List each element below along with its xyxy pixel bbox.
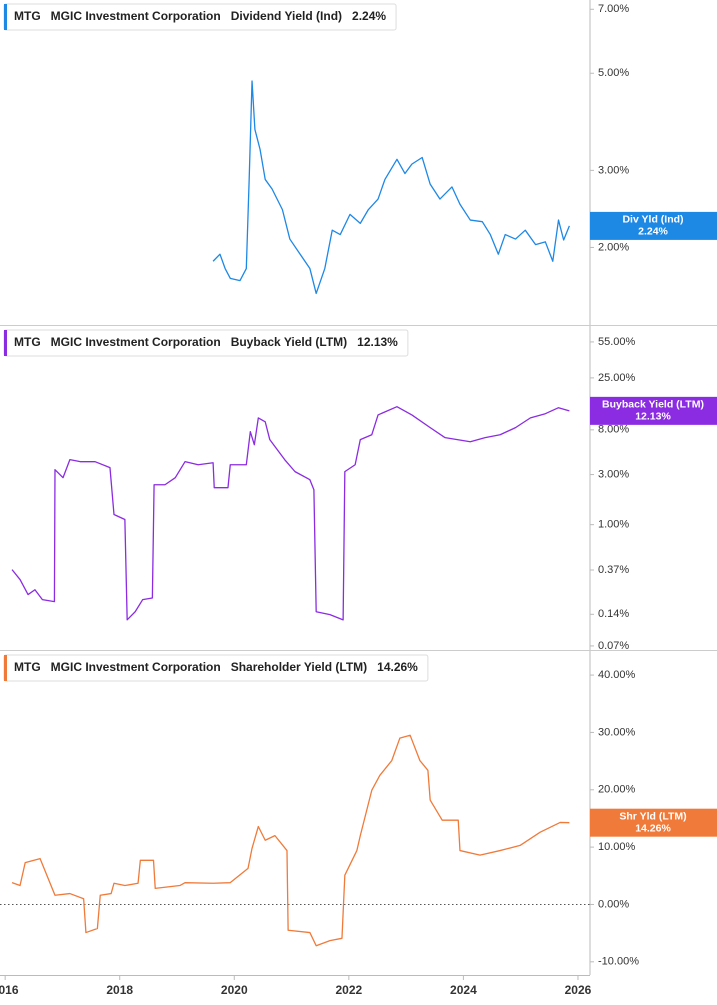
legend: MTG MGIC Investment Corporation Dividend Y… [3, 3, 397, 31]
legend-swatch [4, 655, 7, 681]
value-tag [590, 396, 717, 425]
legend-series-name: Shareholder Yield (LTM) [231, 660, 367, 674]
company-name: MGIC Investment Corporation [51, 9, 221, 23]
y-tick-label: 0.37% [598, 564, 629, 576]
y-tick-label: 55.00% [598, 336, 636, 348]
x-tick-label: 2024 [450, 983, 477, 997]
value-tag-name: Div Yld (Ind) [622, 214, 683, 226]
legend-value: 2.24% [352, 9, 386, 23]
value-tag-value: 12.13% [635, 411, 671, 423]
y-tick-label: 5.00% [598, 67, 629, 79]
legend-value: 14.26% [377, 660, 418, 674]
y-tick-label: 3.00% [598, 468, 629, 480]
value-tag-value: 14.26% [635, 822, 671, 834]
y-tick-label: 2.00% [598, 241, 629, 253]
value-tag [590, 211, 717, 240]
legend-swatch [4, 330, 7, 356]
series-line [212, 80, 570, 295]
company-name: MGIC Investment Corporation [51, 660, 221, 674]
y-tick-label: 0.07% [598, 640, 629, 652]
value-tag-value: 2.24% [638, 226, 668, 238]
x-tick-label: 2016 [0, 983, 19, 997]
legend-value: 12.13% [357, 335, 398, 349]
company-name: MGIC Investment Corporation [51, 335, 221, 349]
y-tick-label: 30.00% [598, 726, 636, 738]
y-tick-label: 20.00% [598, 784, 636, 796]
legend: MTG MGIC Investment Corporation Shareholde… [3, 654, 429, 682]
ticker: MTG [14, 660, 41, 674]
y-tick-label: 40.00% [598, 669, 636, 681]
y-tick-label: -10.00% [598, 956, 639, 968]
ticker: MTG [14, 9, 41, 23]
ticker: MTG [14, 335, 41, 349]
value-tag [590, 808, 717, 837]
y-tick-label: 0.14% [598, 608, 629, 620]
legend: MTG MGIC Investment Corporation Buyback Yi… [3, 329, 409, 357]
series-line [11, 734, 570, 947]
x-tick-label: 2018 [106, 983, 133, 997]
y-tick-label: 7.00% [598, 3, 629, 15]
y-tick-label: 10.00% [598, 841, 636, 853]
legend-series-name: Dividend Yield (Ind) [231, 9, 342, 23]
series-line [11, 406, 570, 621]
x-tick-label: 2026 [565, 983, 592, 997]
y-tick-label: 3.00% [598, 164, 629, 176]
value-tag-name: Shr Yld (LTM) [619, 810, 686, 822]
y-tick-label: 1.00% [598, 519, 629, 531]
x-tick-label: 2022 [335, 983, 362, 997]
legend-swatch [4, 4, 7, 30]
x-tick-label: 2020 [221, 983, 248, 997]
value-tag-name: Buyback Yield (LTM) [602, 399, 704, 411]
y-tick-label: 0.00% [598, 898, 629, 910]
legend-series-name: Buyback Yield (LTM) [231, 335, 347, 349]
y-tick-label: 8.00% [598, 424, 629, 436]
y-tick-label: 25.00% [598, 372, 636, 384]
